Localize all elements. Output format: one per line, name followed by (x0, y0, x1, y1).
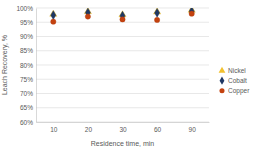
plot: 60% 65% 70% 75% 80% 85% 90% 95% 100% 10 20 30 60 90 (16, 5, 209, 133)
legend-symbol (220, 77, 225, 85)
point (155, 8, 160, 17)
x-tick: 30 (119, 122, 127, 133)
legend: Nickel Cobalt Copper (219, 67, 251, 95)
point (51, 19, 56, 24)
x-tick-label: 60 (154, 126, 162, 133)
grid-line (36, 93, 209, 94)
y-tick: 60% (20, 119, 36, 126)
grid-line (36, 122, 209, 123)
y-tick: 95% (20, 19, 36, 26)
y-tick: 100% (16, 5, 36, 12)
grid-line (36, 65, 209, 66)
x-tick: 20 (85, 122, 93, 133)
y-tick: 85% (20, 47, 36, 54)
grid-line (36, 36, 209, 37)
point (154, 17, 159, 22)
grid-line (36, 107, 209, 108)
grid (36, 8, 209, 122)
chart: 60% 65% 70% 75% 80% 85% 90% 95% 100% 10 20 30 60 90 Re… (0, 0, 269, 150)
y-tick-label: 80% (20, 62, 33, 69)
legend-label: Nickel (228, 67, 246, 74)
grid-line (36, 50, 209, 51)
y-tick-label: 100% (16, 5, 33, 12)
y-tick-label: 85% (20, 47, 33, 54)
y-axis-title: Leach Recovery, % (1, 35, 9, 95)
x-tick-label: 90 (189, 126, 197, 133)
y-tick-label: 95% (20, 19, 33, 26)
x-axis-title: Residence time, min (91, 140, 155, 147)
x-tick-label: 10 (50, 126, 58, 133)
y-tick: 80% (20, 62, 36, 69)
legend-label: Copper (228, 87, 250, 95)
y-tick: 70% (20, 90, 36, 97)
x-tick: 90 (189, 122, 197, 133)
y-tick-label: 60% (20, 119, 33, 126)
y-tick-label: 70% (20, 90, 33, 97)
marks (50, 8, 196, 24)
y-tick: 90% (20, 33, 36, 40)
y-tick: 65% (20, 104, 36, 111)
y-tick-label: 75% (20, 76, 33, 83)
legend-label: Cobalt (228, 77, 247, 84)
y-axis-line (36, 9, 37, 123)
legend-symbol (219, 67, 226, 73)
x-axis: 10 20 30 60 90 (37, 122, 210, 133)
y-tick-label: 90% (20, 33, 33, 40)
y-tick-label: 65% (20, 104, 33, 111)
series (51, 11, 195, 24)
grid-line (36, 79, 209, 80)
point (120, 17, 125, 22)
legend-item: Copper (219, 87, 250, 95)
y-tick: 75% (20, 76, 36, 83)
x-tick: 60 (154, 122, 162, 133)
point (85, 14, 90, 19)
x-tick-label: 30 (119, 126, 127, 133)
grid-line (36, 8, 209, 9)
x-axis-line (37, 122, 210, 123)
legend-item: Nickel (219, 67, 247, 74)
point (51, 11, 56, 20)
point (189, 8, 194, 16)
point (189, 11, 194, 16)
y-axis: 60% 65% 70% 75% 80% 85% 90% 95% 100% (16, 5, 36, 126)
legend-item: Cobalt (220, 77, 247, 85)
x-tick: 10 (50, 122, 58, 133)
x-tick-label: 20 (85, 126, 93, 133)
legend-symbol (219, 88, 224, 93)
